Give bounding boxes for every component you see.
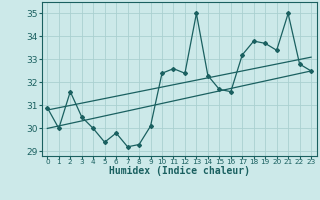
X-axis label: Humidex (Indice chaleur): Humidex (Indice chaleur) bbox=[109, 166, 250, 176]
